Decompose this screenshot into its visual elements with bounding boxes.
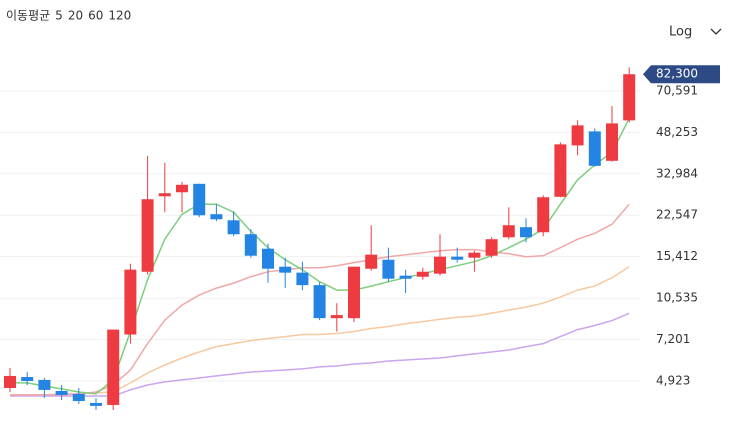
- legend-entry: 120: [108, 9, 131, 23]
- candle-body: [434, 256, 446, 274]
- candle-body: [468, 252, 481, 258]
- legend-entry: 20: [68, 9, 83, 23]
- candle-body: [279, 266, 292, 273]
- candle-body: [399, 275, 412, 279]
- candle-body: [382, 259, 395, 279]
- candle-body: [365, 254, 378, 269]
- candle-body: [244, 234, 257, 256]
- moving-averages: [10, 118, 630, 397]
- candle-body: [330, 315, 343, 319]
- candle-body: [554, 144, 567, 197]
- candle-body: [124, 269, 137, 335]
- candle-body: [537, 197, 550, 233]
- candle-body: [520, 227, 532, 238]
- grid: [0, 90, 640, 382]
- candle-body: [227, 220, 240, 235]
- candle-body: [72, 393, 85, 402]
- y-tick-label: 32,984: [656, 166, 698, 180]
- candle-body: [90, 403, 102, 406]
- y-tick-label: 15,412: [656, 249, 698, 263]
- dropdown-chevron[interactable]: [710, 28, 722, 35]
- candle-body: [606, 123, 618, 161]
- candle-body: [588, 131, 601, 166]
- candle-body: [485, 239, 498, 256]
- legend-entry: 60: [88, 9, 103, 23]
- y-tick-label: 48,253: [656, 125, 698, 139]
- candle-body: [193, 183, 206, 216]
- candle-body: [210, 214, 223, 220]
- y-tick-label: 22,547: [656, 208, 698, 222]
- y-tick-label: 70,591: [656, 83, 698, 97]
- candle-body: [571, 125, 584, 146]
- y-tick-label: 4,923: [656, 373, 690, 387]
- candle-body: [4, 375, 16, 388]
- ma-line: [10, 312, 630, 397]
- y-axis: 4,923 7,201 10,535 15,412 22,547 32,984 48,253…: [643, 65, 720, 387]
- candle-body: [416, 271, 429, 277]
- candle-body: [55, 390, 68, 395]
- legend-title: 이동평균: [6, 9, 50, 23]
- candle-body: [141, 199, 154, 272]
- candle-body: [107, 329, 120, 405]
- candle-body: [348, 266, 360, 319]
- candle-body: [451, 256, 464, 260]
- legend-entry: 5: [55, 9, 63, 23]
- candle-body: [21, 377, 34, 381]
- last-price-label: 82,300: [656, 67, 698, 81]
- candle-body: [502, 225, 515, 238]
- candle-body: [623, 74, 636, 121]
- legend: 5 20 60 120: [55, 9, 131, 23]
- candle-body: [176, 184, 188, 193]
- candle-body: [158, 193, 171, 197]
- y-tick-label: 10,535: [656, 291, 698, 305]
- candle-body: [296, 272, 309, 286]
- candle-body: [38, 379, 51, 390]
- scale-toggle[interactable]: Log: [669, 25, 692, 40]
- candle-body: [262, 248, 274, 269]
- y-tick-label: 7,201: [656, 332, 690, 346]
- last-price-tag: [643, 65, 720, 84]
- candles: [4, 67, 636, 411]
- candle-body: [313, 285, 326, 319]
